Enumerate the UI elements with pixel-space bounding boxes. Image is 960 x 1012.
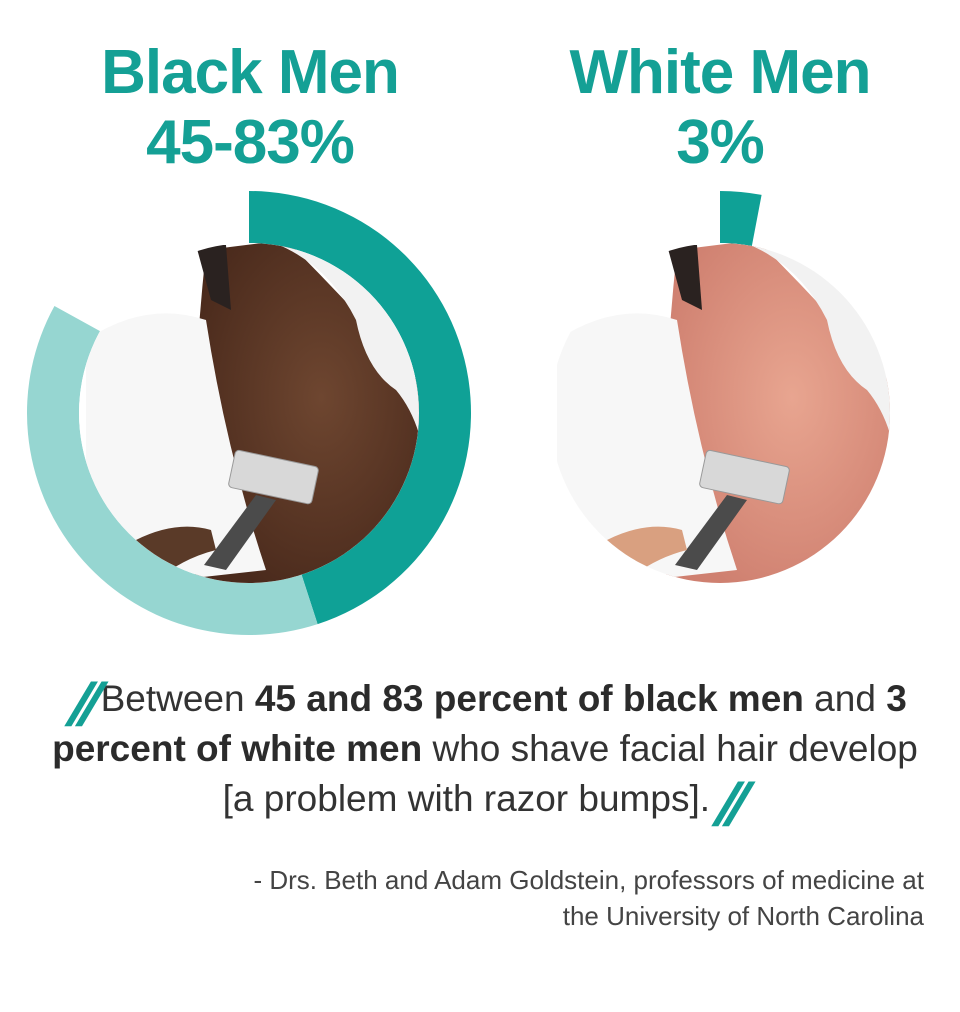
- white-men-title: White Men: [569, 38, 872, 107]
- donut-segment-high-estimate: [26, 306, 318, 635]
- white-men-heading: White Men 3%: [510, 38, 930, 178]
- attribution-line: - Drs. Beth and Adam Goldstein, professo…: [253, 865, 924, 895]
- attribution-line: the University of North Carolina: [562, 901, 924, 931]
- quote-text: and: [803, 678, 887, 719]
- close-quote-icon: //: [710, 771, 747, 838]
- black-men-heading: Black Men 45-83%: [40, 38, 460, 178]
- razor-bumps-light-skin-photo: [550, 243, 890, 583]
- quote-text: who shave facial hair develop [a problem…: [222, 728, 918, 819]
- quote: //Between 45 and 83 percent of black men…: [40, 671, 930, 838]
- white-men-value: 3%: [676, 108, 765, 177]
- white-men-donut: [550, 191, 890, 583]
- black-men-title: Black Men: [101, 38, 400, 107]
- quote-bold: 3 percent of white men: [52, 678, 907, 769]
- quote-text: Between: [100, 678, 255, 719]
- donut-segment-low-estimate: [249, 191, 471, 625]
- attribution: - Drs. Beth and Adam Goldstein, professo…: [64, 862, 924, 934]
- donut-segment-value: [720, 191, 762, 247]
- black-men-value: 45-83%: [146, 108, 355, 177]
- black-men-donut: [26, 191, 471, 635]
- quote-bold: 45 and 83 percent of black men: [254, 678, 804, 719]
- open-quote-icon: //: [64, 671, 100, 738]
